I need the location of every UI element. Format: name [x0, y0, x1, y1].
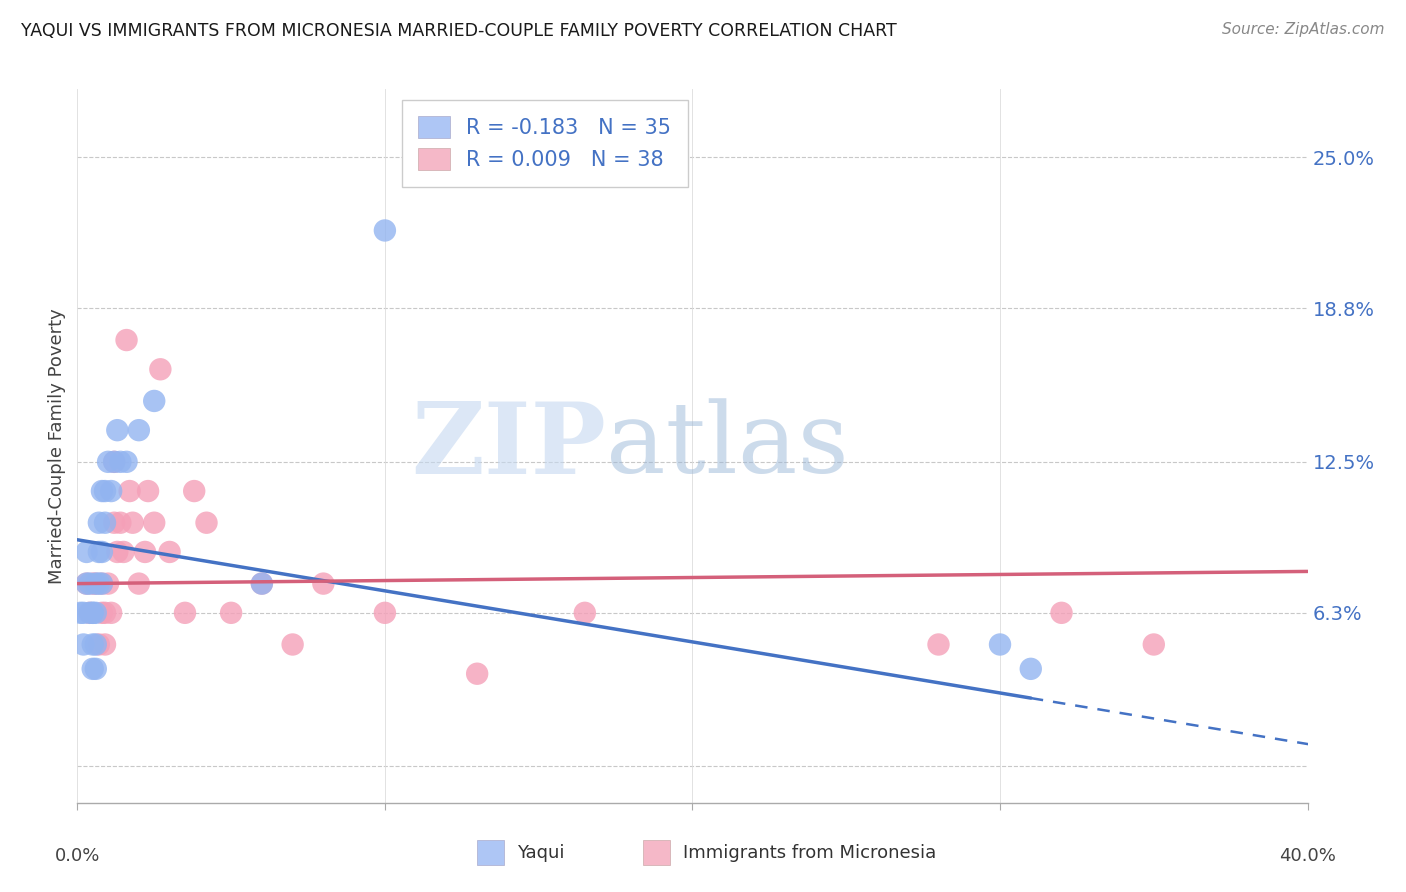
Point	[90, 576, 114, 591]
Point	[112, 545, 135, 559]
Text: YAQUI VS IMMIGRANTS FROM MICRONESIA MARRIED-COUPLE FAMILY POVERTY CORRELATION CH: YAQUI VS IMMIGRANTS FROM MICRONESIA MARR…	[21, 22, 897, 40]
Point	[84, 606, 107, 620]
Point	[82, 638, 104, 652]
Point	[82, 662, 104, 676]
Point	[94, 606, 117, 620]
Text: Immigrants from Micronesia: Immigrants from Micronesia	[683, 844, 936, 862]
Point	[110, 455, 132, 469]
Point	[84, 576, 107, 591]
Point	[100, 484, 122, 499]
Point	[134, 545, 156, 559]
Point	[103, 455, 125, 469]
Point	[195, 516, 218, 530]
Text: atlas: atlas	[606, 398, 849, 494]
Point	[1050, 606, 1073, 620]
Point	[97, 455, 120, 469]
Point	[143, 516, 166, 530]
Point	[87, 576, 110, 591]
Point	[121, 516, 143, 530]
Point	[149, 362, 172, 376]
Point	[84, 576, 107, 591]
Point	[1019, 662, 1042, 676]
Point	[250, 576, 273, 591]
Point	[988, 638, 1011, 652]
Text: 40.0%: 40.0%	[1279, 847, 1336, 864]
Point	[465, 666, 488, 681]
Point	[79, 576, 101, 591]
Legend: R = -0.183   N = 35, R = 0.009   N = 38: R = -0.183 N = 35, R = 0.009 N = 38	[402, 100, 688, 186]
Point	[69, 606, 91, 620]
Point	[97, 576, 120, 591]
Point	[128, 576, 150, 591]
Point	[219, 606, 242, 620]
Point	[374, 223, 396, 237]
Text: Source: ZipAtlas.com: Source: ZipAtlas.com	[1222, 22, 1385, 37]
Point	[87, 545, 110, 559]
Point	[82, 606, 104, 620]
Point	[115, 333, 138, 347]
Point	[103, 455, 125, 469]
Point	[87, 516, 110, 530]
Point	[79, 606, 101, 620]
Point	[143, 393, 166, 408]
Point	[76, 545, 98, 559]
Point	[90, 606, 114, 620]
FancyBboxPatch shape	[477, 840, 505, 865]
Point	[183, 484, 205, 499]
Point	[574, 606, 596, 620]
Point	[105, 423, 128, 437]
Point	[94, 516, 117, 530]
Point	[1143, 638, 1166, 652]
Text: 0.0%: 0.0%	[55, 847, 100, 864]
Point	[128, 423, 150, 437]
Point	[79, 606, 101, 620]
Point	[110, 516, 132, 530]
Point	[82, 606, 104, 620]
Point	[94, 484, 117, 499]
Point	[159, 545, 181, 559]
Point	[115, 455, 138, 469]
Point	[94, 638, 117, 652]
Point	[174, 606, 197, 620]
Point	[928, 638, 950, 652]
Point	[72, 606, 94, 620]
Text: ZIP: ZIP	[412, 398, 606, 494]
Point	[72, 638, 94, 652]
Point	[312, 576, 335, 591]
Text: Yaqui: Yaqui	[516, 844, 564, 862]
FancyBboxPatch shape	[644, 840, 671, 865]
Point	[136, 484, 159, 499]
Point	[105, 545, 128, 559]
Point	[100, 606, 122, 620]
Point	[90, 484, 114, 499]
Point	[76, 576, 98, 591]
Y-axis label: Married-Couple Family Poverty: Married-Couple Family Poverty	[48, 308, 66, 584]
Point	[90, 576, 114, 591]
Point	[84, 662, 107, 676]
Point	[374, 606, 396, 620]
Point	[281, 638, 304, 652]
Point	[103, 516, 125, 530]
Point	[82, 576, 104, 591]
Point	[118, 484, 141, 499]
Point	[250, 576, 273, 591]
Point	[76, 576, 98, 591]
Point	[87, 638, 110, 652]
Point	[84, 638, 107, 652]
Point	[90, 545, 114, 559]
